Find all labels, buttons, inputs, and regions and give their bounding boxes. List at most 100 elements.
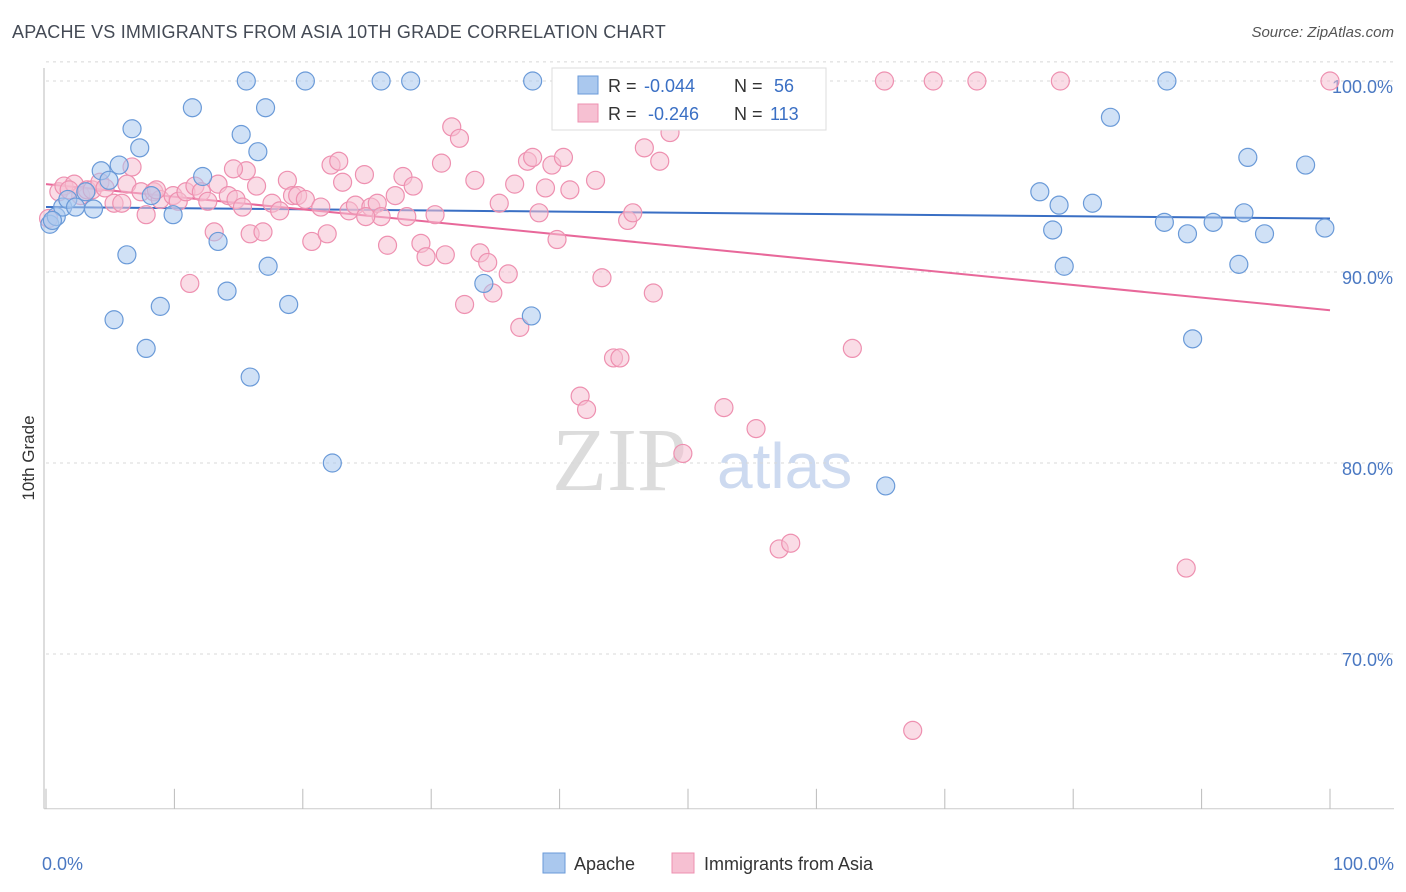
asia-point [425, 205, 445, 225]
asia-point [923, 71, 943, 91]
asia-point [623, 203, 643, 223]
legend-asia-n-label: N = [734, 104, 763, 124]
asia-point [529, 203, 549, 223]
y-tick-label: 70.0% [1342, 650, 1393, 670]
apache-point [99, 170, 119, 190]
asia-point [1320, 71, 1340, 91]
apache-point [1049, 195, 1069, 215]
asia-point [403, 176, 423, 196]
legend-asia-r-value: -0.246 [648, 104, 699, 124]
apache-point [1203, 212, 1223, 232]
asia-point [232, 197, 253, 217]
apache-point [1315, 218, 1335, 238]
asia-point [650, 151, 670, 171]
asia-point [329, 151, 349, 171]
apache-point [258, 256, 278, 276]
apache-point [1154, 212, 1174, 232]
asia-point [967, 71, 987, 91]
asia-point [1176, 558, 1196, 578]
apache-point [1234, 203, 1254, 223]
asia-point [576, 399, 597, 420]
apache-point [295, 71, 315, 91]
asia-point [547, 229, 567, 250]
bottom-legend-swatch-apache [542, 852, 566, 874]
apache-point [150, 296, 170, 316]
y-tick-label: 80.0% [1342, 459, 1393, 479]
chart-title: APACHE VS IMMIGRANTS FROM ASIA 10TH GRAD… [12, 22, 666, 42]
apache-point [117, 245, 137, 265]
apache-point [1030, 182, 1050, 202]
asia-point [377, 235, 398, 255]
legend-apache-r-label: R = [608, 76, 637, 96]
apache-point [130, 138, 150, 158]
asia-point [592, 268, 612, 288]
apache-point [248, 142, 268, 162]
trend-lines [45, 183, 1331, 312]
asia-point [842, 338, 862, 358]
legend-swatch-apache [577, 75, 599, 95]
asia-point [198, 191, 218, 211]
asia-point [302, 231, 322, 252]
apache-point [1082, 193, 1103, 213]
apache-point [1157, 71, 1177, 91]
asia-point [465, 170, 485, 190]
apache-point [1100, 107, 1121, 127]
asia-point [553, 147, 574, 167]
asia-point [354, 164, 375, 185]
apache-point [876, 476, 896, 496]
apache-point [231, 124, 251, 145]
asia-point [112, 193, 132, 213]
apache-point [208, 231, 228, 252]
x-tick-label-max: 100.0% [1333, 854, 1394, 874]
apache-point [371, 71, 391, 91]
apache-point [83, 199, 104, 219]
asia-point [874, 71, 895, 91]
apache-point [76, 182, 96, 202]
asia-point [270, 201, 290, 221]
asia-point [180, 273, 200, 294]
apache-point [1296, 155, 1316, 175]
asia-point [1050, 71, 1070, 91]
apache-point [236, 71, 256, 91]
apache-point [193, 166, 213, 187]
asia-point [505, 174, 525, 194]
axes: 70.0% 80.0% 90.0% 100.0% [43, 68, 1394, 810]
apache-point [104, 310, 124, 330]
watermark-atlas: atlas [717, 430, 852, 502]
trend-line-apache [45, 206, 1331, 220]
trend-line-asia [45, 183, 1331, 312]
apache-point [279, 294, 299, 315]
apache-point [1177, 224, 1198, 244]
data-points [38, 71, 1340, 741]
asia-point [535, 178, 556, 198]
asia-point [585, 170, 606, 190]
asia-point [560, 180, 580, 200]
apache-point [109, 155, 129, 175]
legend-asia-r-label: R = [608, 104, 637, 124]
asia-point [634, 138, 654, 158]
asia-point [385, 186, 405, 206]
apache-point [1254, 224, 1275, 244]
asia-point [246, 176, 267, 196]
bottom-legend-apache: Apache [574, 854, 635, 874]
asia-point [903, 720, 923, 741]
y-tick-label: 100.0% [1332, 77, 1393, 97]
legend-box: R = -0.044 N = 56 R = -0.246 N = 113 [551, 67, 827, 131]
apache-point [182, 98, 202, 118]
apache-point [474, 273, 494, 294]
bottom-legend: Apache Immigrants from Asia [542, 852, 874, 874]
asia-point [317, 224, 337, 244]
apache-point [217, 281, 237, 301]
asia-point [454, 294, 475, 315]
asia-point [489, 193, 509, 213]
asia-point [746, 419, 766, 439]
apache-point [65, 197, 86, 217]
apache-point [1054, 256, 1074, 276]
legend-asia-n-value: 113 [770, 104, 799, 124]
asia-point [478, 252, 498, 273]
apache-point [1229, 254, 1249, 274]
apache-point [141, 186, 161, 206]
watermark-zip: ZIP [552, 411, 687, 510]
asia-point [781, 533, 801, 553]
